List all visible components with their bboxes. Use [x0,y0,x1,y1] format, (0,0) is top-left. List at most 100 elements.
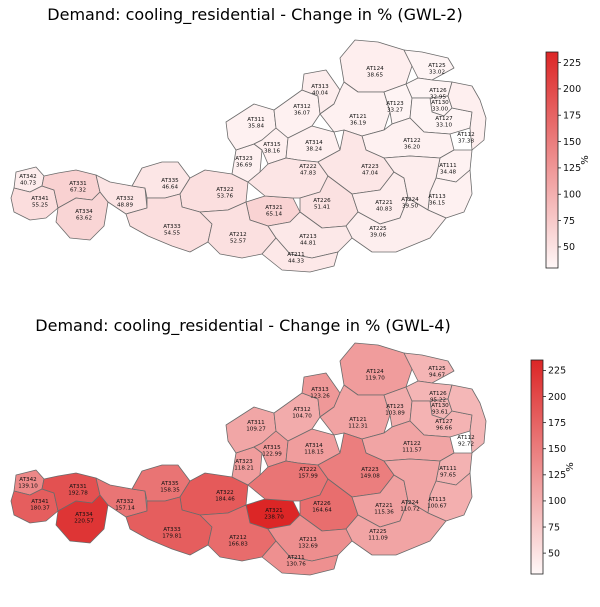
colorbar-tick-label: 175 [563,111,581,122]
colorbar-tick-label: 150 [548,444,566,455]
region-value-label: 35.84 [248,124,264,130]
region-value-label: 184.46 [215,497,235,503]
region-value-label: 132.69 [298,544,318,550]
region-value-label: 51.41 [314,205,330,211]
region-code-label: AT332 [116,499,134,505]
colorbar-unit-label: % [565,462,576,472]
region-value-label: 36.19 [350,121,366,127]
region-at211 [261,540,339,576]
colorbar-tick-label: 125 [548,470,566,481]
region-value-label: 119.70 [365,376,385,382]
region-value-label: 122.99 [262,452,282,458]
region-value-label: 46.64 [162,185,178,191]
region-value-label: 111.09 [368,536,388,542]
region-value-label: 164.64 [312,508,332,514]
region-value-label: 192.78 [68,491,88,497]
region-value-label: 40.04 [312,91,328,97]
colorbar-tick-label: 125 [563,163,581,174]
region-code-label: AT221 [375,503,393,509]
region-value-label: 115.36 [374,510,394,516]
region-value-label: 36.15 [429,201,445,207]
region-code-label: AT112 [457,435,475,441]
region-value-label: 36.20 [404,145,420,151]
region-value-label: 40.83 [376,207,392,213]
region-value-label: 44.81 [300,241,316,247]
colorbar-tick-label: 225 [548,366,566,377]
region-value-label: 34.48 [440,170,456,176]
region-value-label: 118.21 [234,466,254,472]
colorbar-tick-label: 225 [563,58,581,69]
region-value-label: 110.72 [400,507,420,513]
colorbar-tick-label: 50 [548,548,560,559]
region-value-label: 53.76 [217,194,233,200]
colorbar-frame [530,359,544,575]
region-value-label: 47.83 [300,171,316,177]
region-value-label: 54.55 [164,231,180,237]
region-value-label: 52.57 [230,239,246,245]
colorbar-tick-label: 100 [563,190,581,201]
region-code-label: AT341 [31,499,49,505]
region-code-label: AT333 [163,527,181,533]
region-code-label: AT314 [305,443,323,449]
colorbar-tick-label: 200 [563,84,581,95]
region-value-label: 112.31 [348,424,368,430]
region-at121 [319,384,391,440]
region-value-label: 37.38 [458,139,474,145]
region-code-label: AT126 [429,391,447,397]
colorbar-tick-label: 175 [548,418,566,429]
region-code-label: AT123 [386,101,404,107]
region-value-label: 67.32 [70,188,86,194]
region-code-label: AT124 [366,369,384,375]
region-code-label: AT321 [265,205,283,211]
region-value-label: 95.22 [430,398,446,404]
region-value-label: 36.07 [294,111,310,117]
region-code-label: AT123 [386,404,404,410]
region-at333 [125,193,213,253]
region-code-label: AT342 [19,174,37,180]
region-code-label: AT212 [229,535,247,541]
region-code-label: AT331 [69,181,87,187]
map-title: Demand: cooling_residential - Change in … [47,5,462,25]
region-value-label: 149.08 [360,474,380,480]
region-code-label: AT221 [375,200,393,206]
region-code-label: AT223 [361,164,379,170]
region-code-label: AT125 [428,63,446,69]
region-value-label: 33.10 [436,123,452,129]
region-code-label: AT315 [263,445,281,451]
region-value-label: 36.69 [236,163,252,169]
region-value-label: 166.83 [228,542,248,548]
region-at333 [125,496,213,556]
region-code-label: AT315 [263,142,281,148]
colorbar-tick-label: 50 [563,242,575,253]
colorbar-tick-label: 200 [548,392,566,403]
region-value-label: 103.89 [385,411,405,417]
region-value-label: 118.15 [304,450,324,456]
region-at334 [55,494,109,544]
region-code-label: AT314 [305,140,323,146]
region-code-label: AT130 [431,403,449,409]
region-value-label: 33.02 [429,70,445,76]
region-at121 [319,81,391,137]
region-code-label: AT224 [401,197,419,203]
region-code-label: AT226 [313,501,331,507]
region-at224 [383,155,441,211]
region-code-label: AT127 [435,419,453,425]
region-at334 [55,191,109,241]
region-code-label: AT341 [31,196,49,202]
region-code-label: AT124 [366,66,384,72]
region-value-label: 220.57 [74,519,94,525]
map-panel-gwl2: Demand: cooling_residential - Change in … [10,5,591,273]
colorbar-tick-label: 100 [548,496,566,507]
region-code-label: AT226 [313,198,331,204]
region-value-label: 38.16 [264,149,280,155]
region-value-label: 104.70 [292,414,312,420]
region-code-label: AT113 [428,497,446,503]
region-at341 [10,185,59,221]
colorbar-tick-label: 150 [563,137,581,148]
region-code-label: AT225 [369,226,387,232]
region-code-label: AT126 [429,88,447,94]
region-code-label: AT322 [216,187,234,193]
region-code-label: AT311 [247,420,265,426]
region-value-label: 109.27 [246,427,266,433]
